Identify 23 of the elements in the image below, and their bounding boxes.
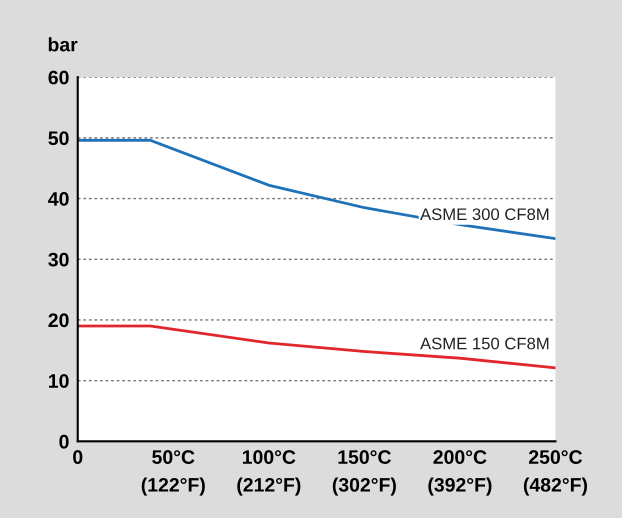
x2-tick-label: (482°F) <box>524 477 588 496</box>
y-tick-label: 30 <box>48 252 69 267</box>
y-tick-label: 0 <box>59 434 69 449</box>
x2-tick-label: (122°F) <box>142 477 205 496</box>
x-tick-label: 150°C <box>338 450 391 464</box>
x-tick-label: 250°C <box>528 450 582 464</box>
y-axis-title: bar <box>48 37 78 52</box>
x-tick-label: 200°C <box>433 450 487 464</box>
x-tick-label: 50°C <box>152 450 194 464</box>
line-series <box>78 138 556 240</box>
x2-tick-label: (212°F) <box>237 477 300 496</box>
x2-tick-label: (302°F) <box>332 477 396 496</box>
y-tick-label: 20 <box>48 313 69 328</box>
y-tick-label: 60 <box>48 70 69 84</box>
y-tick-label: 40 <box>48 192 69 206</box>
x-tick-label: 100°C <box>242 450 296 464</box>
x2-tick-label: (392°F) <box>428 477 492 496</box>
series-label: ASME 300 CF8M <box>420 208 548 220</box>
series-label: ASME 150 CF8M <box>420 338 548 350</box>
line-series <box>78 324 556 370</box>
y-tick-label: 50 <box>48 131 69 146</box>
x-tick-label: 0 <box>73 450 82 464</box>
y-tick-label: 10 <box>49 374 69 388</box>
